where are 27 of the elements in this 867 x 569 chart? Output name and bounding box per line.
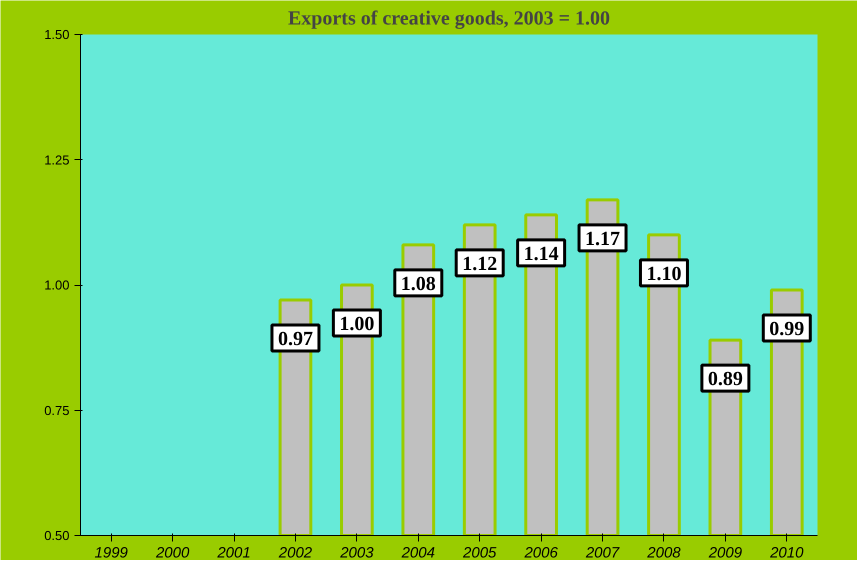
data-label: 0.89: [708, 368, 743, 390]
x-tick-label: 2010: [769, 544, 804, 562]
data-label: 0.99: [769, 318, 804, 340]
x-tick-label: 2000: [154, 544, 190, 562]
x-tick-label: 2008: [646, 544, 682, 562]
x-tick-label: 2003: [339, 544, 374, 562]
data-label: 1.12: [462, 252, 498, 275]
chart-title: Exports of creative goods, 2003 = 1.00: [288, 8, 610, 30]
x-tick-label: 2001: [216, 544, 251, 562]
data-label: 1.00: [339, 313, 374, 335]
x-tick-label: 1999: [94, 544, 129, 562]
x-tick-label: 2007: [584, 544, 620, 562]
data-label: 1.08: [400, 272, 436, 295]
x-tick-label: 2002: [278, 544, 313, 562]
data-label: 0.97: [278, 328, 313, 350]
y-tick-label: 0.75: [44, 402, 70, 418]
y-tick-label: 1.00: [44, 278, 70, 292]
y-tick-label: 0.50: [44, 528, 70, 543]
x-tick-label: 2004: [400, 544, 435, 562]
data-label: 1.14: [524, 242, 559, 265]
y-tick-label: 1.25: [44, 152, 70, 168]
x-tick-label: 2009: [708, 544, 743, 562]
x-tick-label: 2005: [462, 544, 498, 562]
y-tick-label: 1.50: [44, 27, 70, 42]
data-label: 1.10: [646, 262, 682, 285]
x-tick-label: 2006: [523, 544, 558, 562]
data-label: 1.17: [585, 228, 620, 250]
